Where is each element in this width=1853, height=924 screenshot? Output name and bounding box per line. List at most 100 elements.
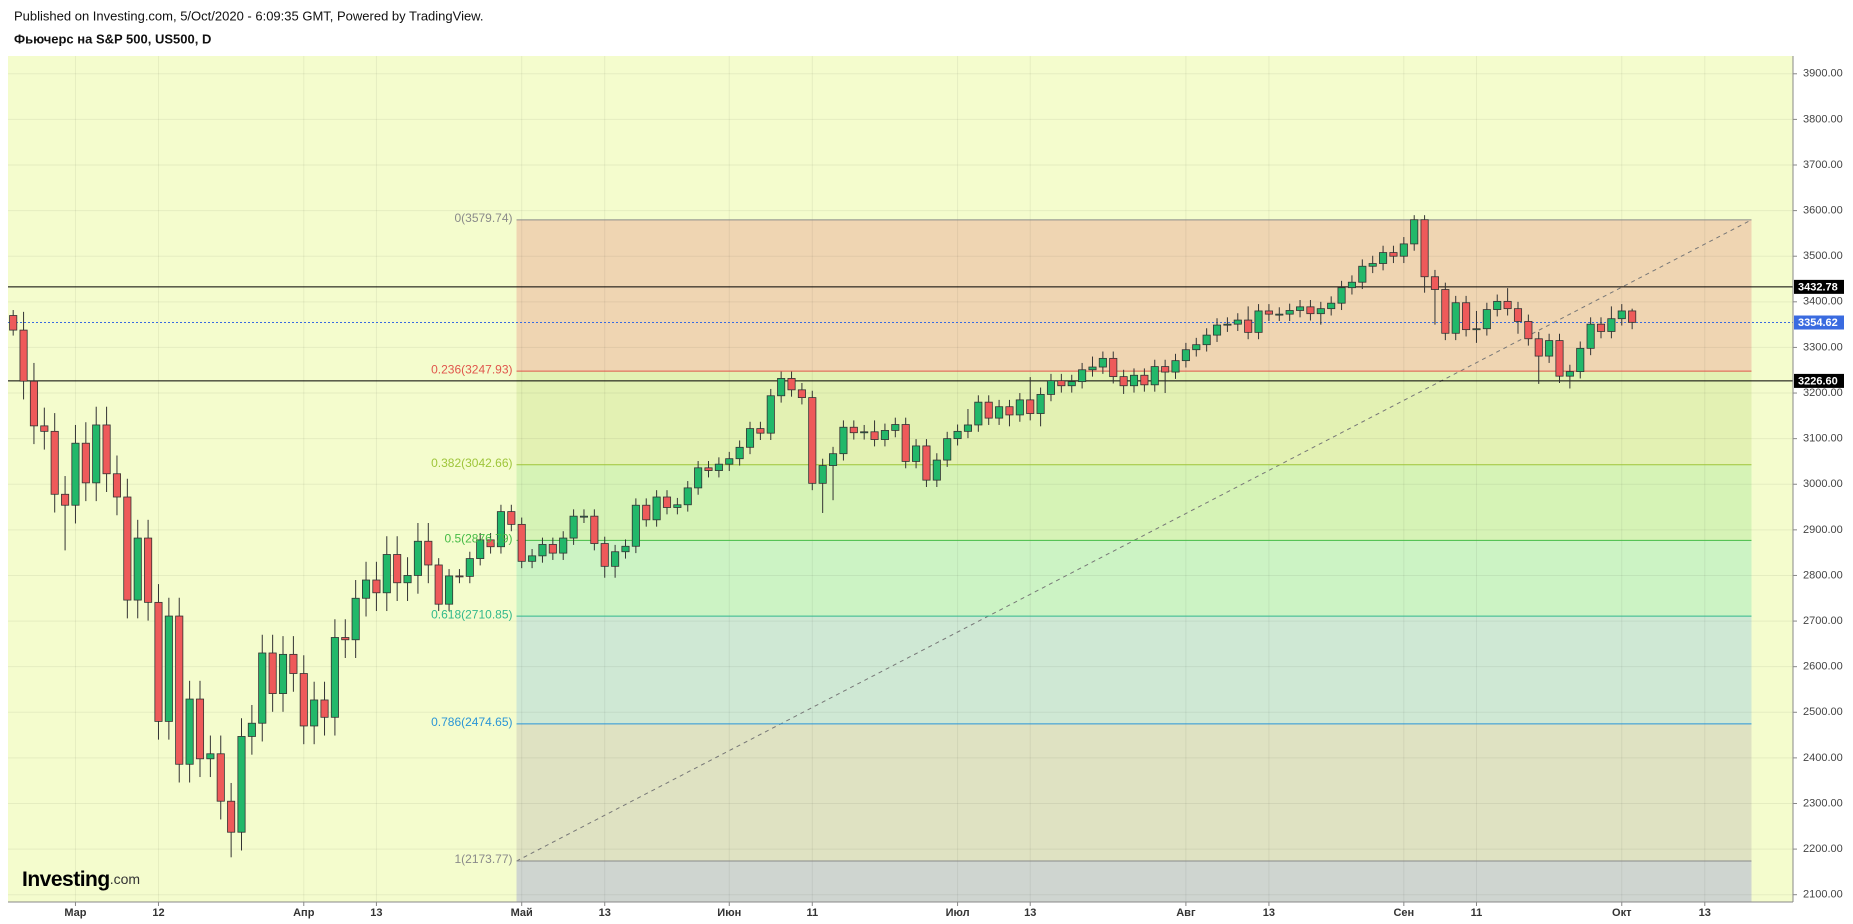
y-tick-label: 2500.00 [1803, 706, 1843, 718]
candle-body [206, 753, 215, 760]
candle-body [1472, 328, 1481, 331]
candle-body [901, 424, 910, 462]
candle-body [413, 540, 422, 576]
fib-label: 0(3579.74) [454, 211, 512, 225]
candle-body [1410, 219, 1419, 245]
candle-body [787, 378, 796, 391]
candle-body [849, 426, 858, 434]
y-tick-label: 3700.00 [1803, 159, 1843, 171]
x-tick-label: Июн [717, 907, 741, 919]
candle-body [631, 504, 640, 547]
candle-body [50, 430, 59, 495]
fib-label: 0.236(3247.93) [431, 362, 512, 376]
candle-body [1316, 308, 1325, 315]
x-tick-label: Июл [946, 907, 970, 919]
chart-title: Фьючерс на S&P 500, US500, D [14, 31, 211, 46]
candle-body [600, 543, 609, 567]
candle-body [1036, 393, 1045, 414]
fib-label: 0.786(2474.65) [431, 715, 512, 729]
price-tag [1794, 279, 1844, 294]
y-tick-label: 2700.00 [1803, 615, 1843, 627]
candle-body [175, 615, 184, 765]
candle-body [9, 315, 18, 331]
fib-zone [516, 219, 1752, 372]
candle-body [870, 431, 879, 440]
candle-body [694, 467, 703, 489]
candle-body [953, 430, 962, 440]
x-tick-label: 11 [1471, 907, 1483, 919]
candle-body [1379, 252, 1388, 264]
candle-body [1161, 366, 1170, 373]
price-tag [1794, 315, 1844, 330]
candle-body [1296, 306, 1305, 311]
candle-body [29, 380, 38, 427]
x-tick-label: 13 [599, 907, 611, 919]
candle-body [559, 537, 568, 554]
candle-body [1513, 308, 1523, 322]
candle-body [1451, 302, 1460, 334]
fib-zone [516, 723, 1752, 862]
candle-body [860, 431, 869, 434]
candle-body [1607, 318, 1616, 332]
logo-brand: Investing [22, 868, 110, 891]
y-tick-label: 2200.00 [1803, 843, 1843, 855]
candle-body [1503, 300, 1512, 310]
candle-body [486, 539, 495, 548]
candle-body [393, 554, 402, 584]
candle-body [455, 575, 464, 578]
y-tick-label: 3400.00 [1803, 296, 1843, 308]
candle-body [112, 473, 122, 498]
candle-body [569, 515, 578, 539]
price-tag-label: 3354.62 [1798, 317, 1838, 329]
fib-zone [516, 464, 1752, 541]
fib-label: 0.5(2876.79) [444, 532, 512, 546]
candle-body [123, 496, 132, 601]
candle-body [1046, 380, 1056, 395]
candle-body [1534, 338, 1543, 357]
y-tick-label: 3000.00 [1803, 478, 1843, 490]
fib-zone [516, 540, 1752, 617]
candle-body [1482, 309, 1491, 330]
candle-body [818, 465, 827, 484]
x-tick-label: Апр [293, 907, 315, 919]
candle-body [320, 699, 329, 718]
x-tick-label: 12 [152, 907, 164, 919]
candle-body [268, 652, 277, 694]
y-tick-label: 3300.00 [1803, 341, 1843, 353]
candle-body [403, 575, 412, 584]
candle-body [1015, 399, 1024, 416]
candle-body [1420, 219, 1429, 278]
candle-body [579, 515, 589, 518]
candle-body [839, 426, 848, 455]
candle-body [642, 504, 651, 521]
candle-body [1171, 360, 1180, 373]
candle-body [1617, 310, 1626, 320]
fib-label: 0.382(3042.66) [431, 456, 512, 470]
candle-body [289, 653, 298, 674]
price-tag [1794, 373, 1844, 388]
candle-body [1493, 300, 1502, 310]
y-tick-label: 2600.00 [1803, 661, 1843, 673]
candle-body [1576, 347, 1585, 372]
candle-body [185, 698, 194, 765]
candle-body [766, 395, 775, 434]
candle-body [154, 601, 163, 722]
x-tick-label: Май [511, 907, 533, 919]
x-tick-label: Сен [1393, 907, 1414, 919]
candle-body [1254, 310, 1263, 333]
candle-body [963, 424, 972, 432]
candle-body [445, 575, 454, 605]
y-tick-label: 3100.00 [1803, 433, 1843, 445]
y-tick-label: 3800.00 [1803, 113, 1843, 125]
candle-body [1565, 371, 1574, 377]
candle-body [652, 496, 661, 521]
candle-body [1223, 323, 1232, 326]
candle-body [1192, 344, 1201, 351]
candle-body [1389, 252, 1398, 257]
y-tick-label: 2100.00 [1803, 889, 1843, 901]
candle-body [1358, 265, 1367, 283]
candle-body [922, 445, 931, 481]
candle-body [1078, 369, 1087, 383]
candle-body [673, 504, 682, 508]
candle-body [984, 401, 993, 419]
